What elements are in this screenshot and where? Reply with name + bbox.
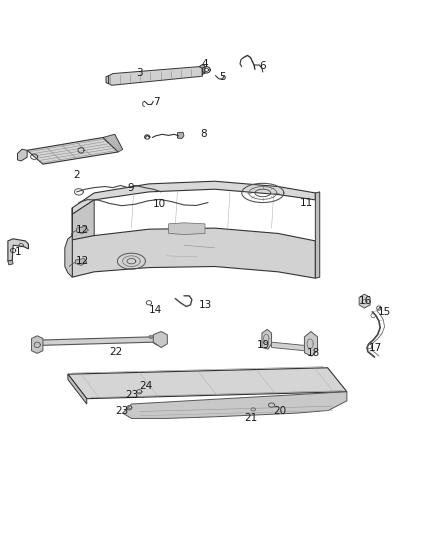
- Polygon shape: [36, 337, 158, 348]
- Polygon shape: [72, 228, 315, 278]
- Polygon shape: [8, 239, 28, 261]
- Text: 6: 6: [259, 61, 266, 71]
- Text: 3: 3: [136, 68, 143, 78]
- Polygon shape: [77, 227, 88, 233]
- Polygon shape: [177, 132, 184, 139]
- Polygon shape: [199, 64, 205, 75]
- Text: 12: 12: [76, 225, 89, 235]
- Polygon shape: [123, 392, 347, 418]
- Polygon shape: [8, 260, 13, 265]
- Polygon shape: [262, 329, 272, 349]
- Text: 4: 4: [201, 59, 208, 69]
- Polygon shape: [315, 192, 320, 278]
- Polygon shape: [72, 181, 315, 214]
- Polygon shape: [359, 294, 370, 308]
- Text: 23: 23: [115, 407, 128, 416]
- Polygon shape: [72, 200, 94, 241]
- Text: 13: 13: [198, 300, 212, 310]
- Polygon shape: [169, 223, 205, 235]
- Polygon shape: [18, 149, 27, 161]
- Text: 14: 14: [149, 305, 162, 315]
- Polygon shape: [32, 336, 43, 353]
- Polygon shape: [304, 332, 318, 356]
- Text: 5: 5: [219, 72, 226, 82]
- Polygon shape: [27, 138, 118, 164]
- Text: 20: 20: [273, 407, 286, 416]
- Text: 21: 21: [244, 414, 257, 423]
- Polygon shape: [103, 134, 123, 152]
- Text: 10: 10: [153, 199, 166, 208]
- Text: 12: 12: [76, 256, 89, 266]
- Text: 15: 15: [378, 307, 391, 317]
- Text: 16: 16: [359, 296, 372, 306]
- Polygon shape: [65, 208, 72, 277]
- Text: 11: 11: [300, 198, 313, 207]
- Text: 22: 22: [110, 347, 123, 357]
- Text: 7: 7: [153, 98, 160, 107]
- Text: 2: 2: [73, 170, 80, 180]
- Polygon shape: [68, 368, 347, 399]
- Polygon shape: [272, 342, 304, 351]
- Polygon shape: [106, 76, 109, 84]
- Polygon shape: [68, 374, 87, 404]
- Text: 23: 23: [126, 391, 139, 400]
- Text: 17: 17: [369, 343, 382, 352]
- Text: 24: 24: [139, 382, 152, 391]
- Text: 1: 1: [15, 247, 22, 256]
- Text: 9: 9: [127, 183, 134, 192]
- Text: 8: 8: [200, 130, 207, 139]
- Text: 18: 18: [307, 348, 320, 358]
- Polygon shape: [109, 67, 202, 85]
- Text: 19: 19: [257, 341, 270, 350]
- Polygon shape: [153, 332, 167, 348]
- Polygon shape: [75, 259, 87, 265]
